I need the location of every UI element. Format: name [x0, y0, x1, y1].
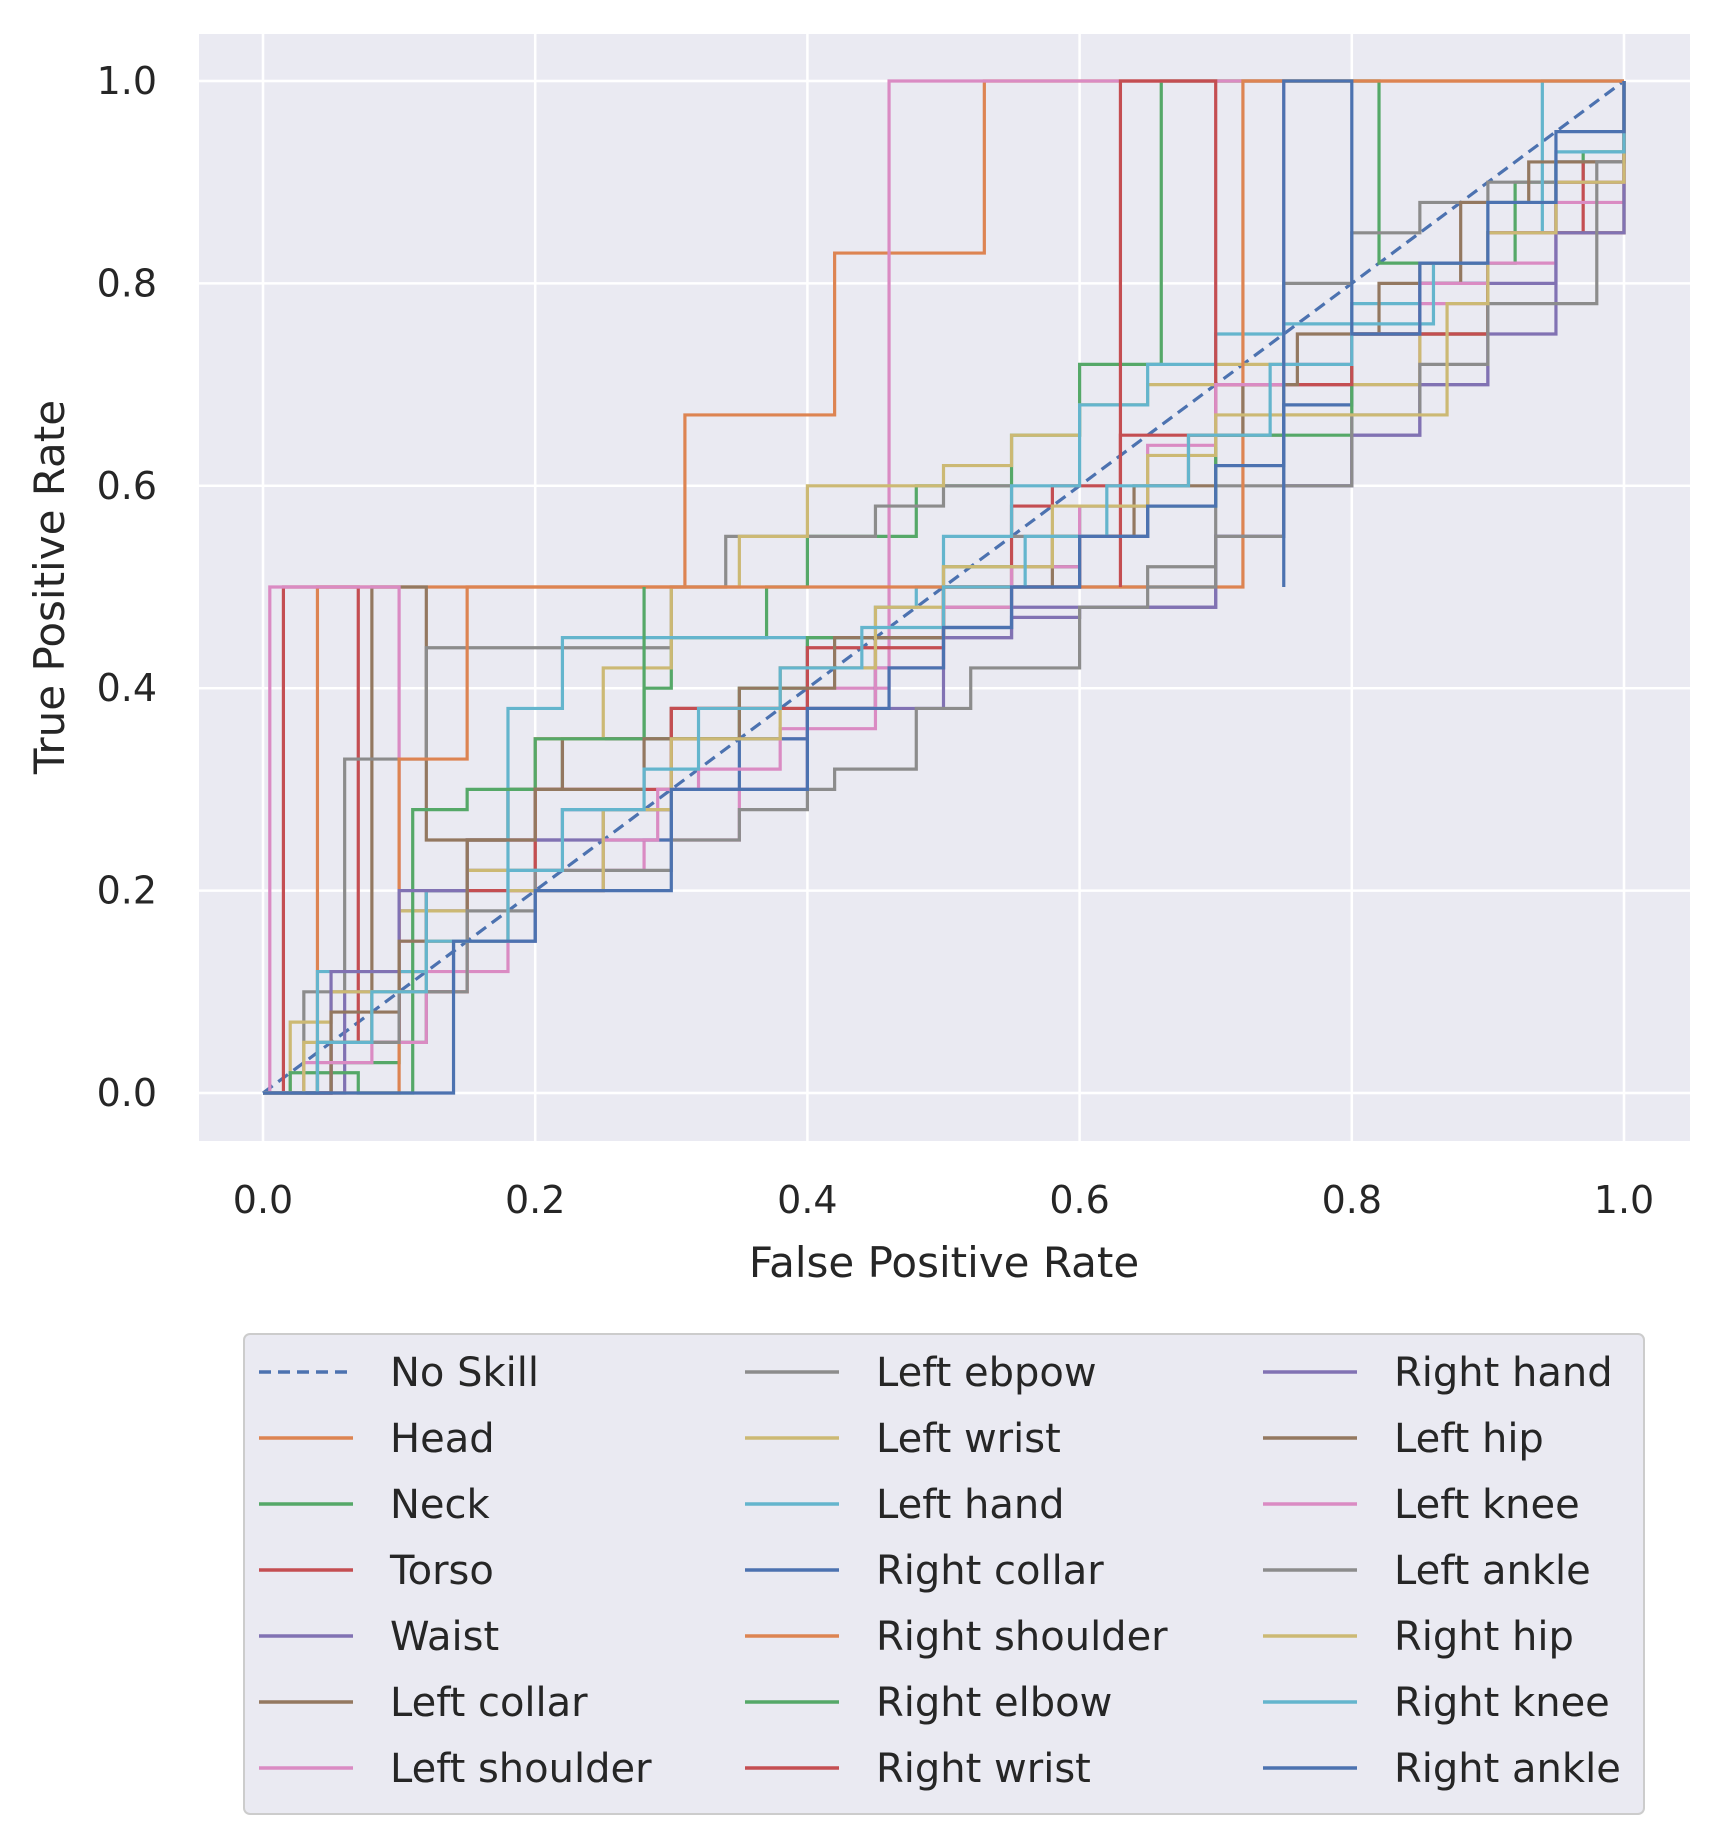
y-tick-labels: 0.0 0.2 0.4 0.6 0.8 1.0	[97, 59, 157, 1115]
legend-label-right-knee: Right knee	[1394, 1680, 1610, 1726]
x-tick-labels: 0.0 0.2 0.4 0.6 0.8 1.0	[233, 1178, 1654, 1222]
y-tick-label: 0.8	[97, 261, 157, 305]
legend-label-right-ankle: Right ankle	[1394, 1746, 1621, 1792]
legend-label-right-hip: Right hip	[1394, 1614, 1574, 1660]
y-tick-label: 0.4	[97, 666, 157, 710]
legend-label-left-hip: Left hip	[1394, 1416, 1544, 1462]
legend-label-right-wrist: Right wrist	[876, 1746, 1091, 1792]
x-tick-label: 0.2	[505, 1178, 565, 1222]
legend-label-torso: Torso	[389, 1548, 494, 1594]
x-axis-title: False Positive Rate	[749, 1238, 1139, 1287]
x-tick-label: 0.0	[233, 1178, 293, 1222]
y-tick-label: 0.6	[97, 464, 157, 508]
legend-label-left-shoulder: Left shoulder	[390, 1746, 652, 1792]
y-tick-label: 0.0	[97, 1071, 157, 1115]
series-line-right-ankle	[263, 79, 1626, 1095]
y-tick-label: 0.2	[97, 869, 157, 913]
legend: No Skill Head Neck Torso Waist Left collar Lef…	[243, 1333, 1645, 1815]
series-lines	[262, 79, 1626, 1095]
legend-label-neck: Neck	[390, 1482, 491, 1528]
legend-label-left-collar: Left collar	[390, 1680, 588, 1726]
y-tick-label: 1.0	[97, 59, 157, 103]
series-line-left-ankle	[263, 81, 1626, 1095]
legend-label-head: Head	[390, 1416, 495, 1462]
legend-label-left-wrist: Left wrist	[876, 1416, 1061, 1462]
legend-label-left-knee: Left knee	[1394, 1482, 1580, 1528]
x-tick-label: 0.6	[1049, 1178, 1109, 1222]
series-line-no-skill	[262, 79, 1625, 1095]
legend-label-no-skill: No Skill	[390, 1350, 539, 1396]
legend-label-left-ankle: Left ankle	[1394, 1548, 1591, 1594]
series-line-head	[263, 79, 1624, 1095]
legend-label-right-collar: Right collar	[876, 1548, 1104, 1594]
x-tick-label: 0.8	[1322, 1178, 1382, 1222]
legend-label-left-ebpow: Left ebpow	[876, 1350, 1097, 1396]
legend-frame	[243, 1333, 1645, 1815]
x-tick-label: 1.0	[1594, 1178, 1654, 1222]
legend-label-waist: Waist	[390, 1614, 499, 1660]
legend-label-right-shoulder: Right shoulder	[876, 1614, 1168, 1660]
legend-label-right-hand: Right hand	[1394, 1350, 1613, 1396]
x-tick-label: 0.4	[777, 1178, 837, 1222]
legend-label-right-elbow: Right elbow	[876, 1680, 1112, 1726]
legend-label-left-hand: Left hand	[876, 1482, 1065, 1528]
y-axis-title: True Positive Rate	[25, 400, 74, 775]
